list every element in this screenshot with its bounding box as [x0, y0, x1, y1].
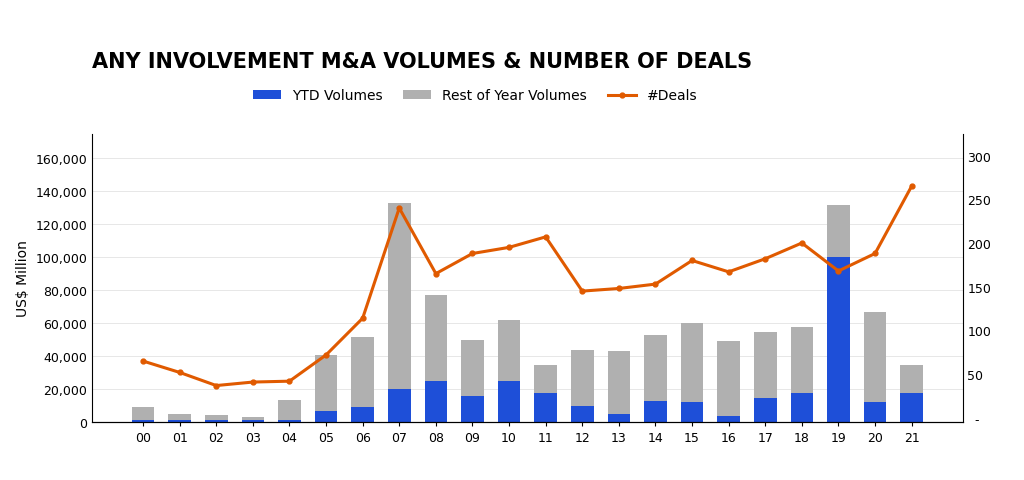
Bar [461, 396, 483, 422]
Bar [571, 406, 594, 422]
Bar [279, 400, 301, 420]
#Deals [905, 184, 918, 190]
Bar [717, 416, 740, 422]
Bar [168, 420, 191, 422]
Bar [863, 312, 887, 403]
#Deals [247, 379, 259, 385]
Bar [279, 420, 301, 422]
#Deals [796, 240, 808, 246]
Bar [168, 414, 191, 420]
Bar [388, 389, 411, 422]
Bar [314, 355, 338, 411]
Bar [314, 411, 338, 422]
#Deals [356, 316, 369, 322]
Bar [351, 337, 374, 408]
#Deals [869, 251, 882, 257]
#Deals [540, 235, 552, 240]
#Deals [577, 288, 589, 294]
#Deals [723, 269, 735, 275]
Bar [607, 352, 630, 414]
Bar [644, 335, 667, 401]
Bar [498, 320, 520, 381]
Bar [205, 420, 227, 422]
#Deals [284, 379, 296, 384]
Bar [791, 327, 813, 393]
Bar [461, 340, 483, 396]
Bar [571, 350, 594, 406]
Y-axis label: US$ Million: US$ Million [15, 240, 30, 317]
Bar [644, 401, 667, 422]
Bar [900, 393, 923, 422]
Bar [863, 403, 887, 422]
#Deals [430, 271, 442, 277]
Bar [242, 417, 264, 420]
#Deals [649, 282, 662, 288]
Bar [425, 296, 447, 381]
Bar [754, 332, 776, 398]
#Deals [210, 383, 222, 389]
#Deals [173, 370, 185, 375]
Bar [205, 415, 227, 420]
Bar [351, 408, 374, 422]
Bar [827, 258, 850, 422]
Bar [681, 324, 703, 403]
Bar [607, 414, 630, 422]
Bar [132, 420, 155, 422]
#Deals [686, 258, 698, 264]
Bar [717, 342, 740, 416]
#Deals [833, 268, 845, 274]
#Deals [393, 206, 406, 212]
#Deals [759, 256, 771, 262]
Legend: YTD Volumes, Rest of Year Volumes, #Deals: YTD Volumes, Rest of Year Volumes, #Deal… [248, 84, 702, 109]
Bar [388, 204, 411, 389]
#Deals [503, 245, 515, 251]
#Deals [137, 359, 150, 364]
#Deals [612, 286, 625, 292]
Bar [754, 398, 776, 422]
Bar [681, 403, 703, 422]
Line: #Deals: #Deals [140, 184, 914, 388]
Bar [791, 393, 813, 422]
Bar [535, 365, 557, 393]
#Deals [466, 251, 478, 257]
Text: ANY INVOLVEMENT M&A VOLUMES & NUMBER OF DEALS: ANY INVOLVEMENT M&A VOLUMES & NUMBER OF … [92, 52, 753, 72]
Bar [498, 381, 520, 422]
Bar [132, 408, 155, 420]
#Deals [319, 352, 332, 358]
Bar [242, 420, 264, 422]
Bar [425, 381, 447, 422]
Bar [900, 365, 923, 393]
Bar [535, 393, 557, 422]
Bar [827, 205, 850, 258]
